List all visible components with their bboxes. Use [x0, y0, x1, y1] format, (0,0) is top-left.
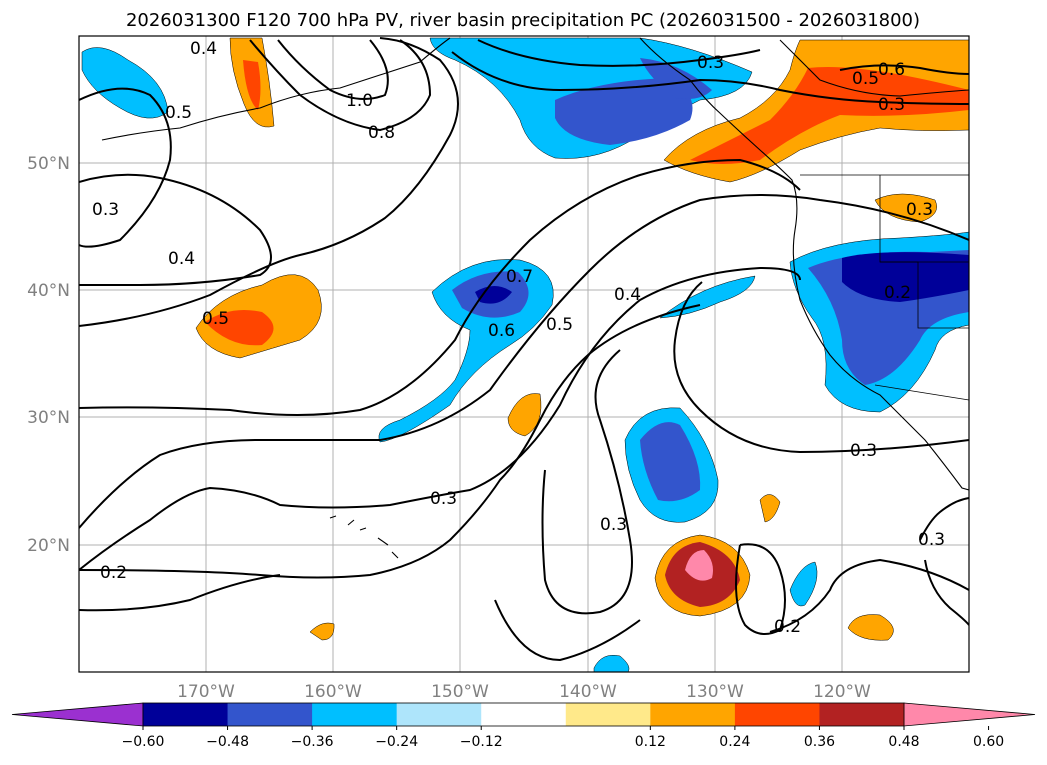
contour-label: 0.8	[368, 123, 395, 143]
colorbar-cell	[312, 703, 398, 726]
colorbar-tick-label: 0.36	[804, 734, 835, 750]
lon-label: 140°W	[559, 682, 617, 702]
colorbar-tick-label: −0.12	[460, 734, 503, 750]
colorbar-cell	[734, 703, 820, 726]
colorbar-cell	[481, 703, 567, 726]
contour-label: 0.3	[697, 53, 724, 73]
contour-label: 0.6	[878, 60, 905, 80]
contour-label: 0.2	[100, 563, 127, 583]
contour-label: 0.3	[878, 95, 905, 115]
contour-label: 0.3	[600, 515, 627, 535]
colorbar-cell	[819, 703, 905, 726]
lat-label: 40°N	[27, 281, 70, 301]
lon-label: 120°W	[813, 682, 871, 702]
colorbar-extend-high	[903, 702, 1036, 727]
lon-tick-labels: 170°W 160°W 150°W 140°W 130°W 120°W	[177, 682, 871, 702]
colorbar-tick-label: −0.60	[122, 734, 165, 750]
contour-label: 0.2	[884, 283, 911, 303]
contour-label: 0.2	[774, 617, 801, 637]
map-frame	[78, 35, 970, 673]
contour-label: 0.7	[506, 267, 533, 287]
lon-label: 130°W	[686, 682, 744, 702]
contour-label: 1.0	[346, 91, 373, 111]
contour-label: 0.5	[852, 69, 879, 89]
political-borders	[800, 174, 969, 401]
contour-label: 0.5	[546, 315, 573, 335]
colorbar-tick-label: −0.48	[206, 734, 249, 750]
contour-label: 0.3	[430, 489, 457, 509]
colorbar-cell	[143, 703, 229, 726]
contour-label: 0.3	[906, 200, 933, 220]
map-panel: 0.4 0.5 1.0 0.8 0.3 0.3 0.6 0.5 0.3 0.3 …	[78, 35, 970, 673]
contour-label: 0.5	[165, 103, 192, 123]
lon-label: 150°W	[431, 682, 489, 702]
figure-title: 2026031300 F120 700 hPa PV, river basin …	[126, 10, 920, 31]
lat-label: 20°N	[27, 536, 70, 556]
contour-label: 0.3	[850, 441, 877, 461]
coastlines	[101, 37, 969, 559]
lon-label: 160°W	[304, 682, 362, 702]
colorbar-frame	[142, 702, 905, 727]
contour-label: 0.6	[488, 321, 515, 341]
pv-contours	[79, 37, 969, 662]
colorbar-tick-label: 0.12	[635, 734, 666, 750]
contour-label: 0.3	[918, 530, 945, 550]
lat-label: 50°N	[27, 154, 70, 174]
contour-label: 0.4	[614, 285, 641, 305]
colorbar-tick-label: 0.24	[719, 734, 750, 750]
contour-label: 0.4	[190, 39, 217, 59]
colorbar-tick-label: 0.48	[888, 734, 919, 750]
contour-label: 0.5	[202, 309, 229, 329]
colorbar-tick-label: 0.60	[973, 734, 1004, 750]
colorbar-cell	[227, 703, 313, 726]
colorbar: −0.60 −0.48 −0.36 −0.24 −0.12 0.12 0.24 0.36 0.4…	[11, 702, 1036, 750]
precip-anomaly-fills	[81, 37, 969, 672]
contour-labels: 0.4 0.5 1.0 0.8 0.3 0.3 0.6 0.5 0.3 0.3 …	[92, 39, 945, 637]
contour-label: 0.4	[168, 249, 195, 269]
contour-label: 0.3	[92, 200, 119, 220]
lon-label: 170°W	[177, 682, 235, 702]
colorbar-cell	[650, 703, 736, 726]
colorbar-cell	[396, 703, 482, 726]
lat-tick-labels: 50°N 40°N 30°N 20°N	[27, 154, 70, 556]
colorbar-tick-label: −0.24	[375, 734, 418, 750]
lat-label: 30°N	[27, 408, 70, 428]
colorbar-cell	[565, 703, 651, 726]
colorbar-extend-low	[11, 702, 144, 727]
colorbar-tick-label: −0.36	[291, 734, 334, 750]
